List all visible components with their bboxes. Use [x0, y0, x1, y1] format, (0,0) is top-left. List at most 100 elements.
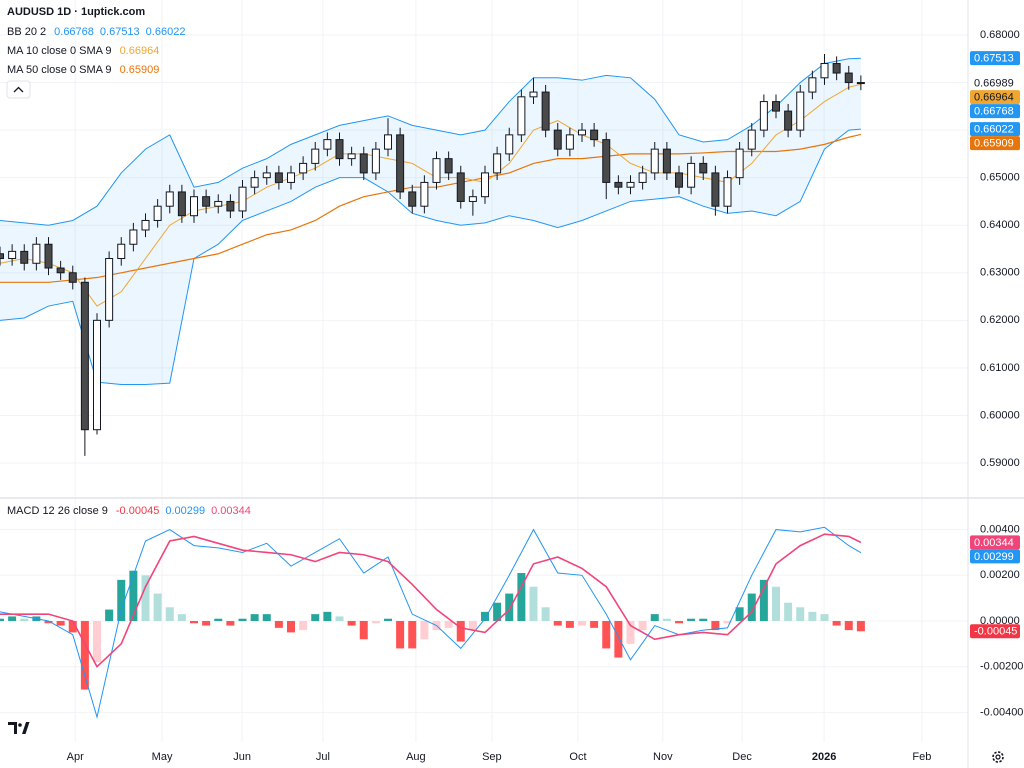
macd-histogram-bar — [711, 620, 720, 631]
candle-body — [68, 272, 77, 283]
x-tick-label: Jun — [233, 751, 251, 763]
macd-histogram-bar — [553, 620, 562, 626]
macd-histogram-bar — [493, 602, 502, 621]
legend-value: 0.00299 — [165, 505, 205, 517]
y-tick-label: 0.00000 — [980, 615, 1020, 627]
gear-inner[interactable] — [995, 754, 1001, 760]
x-tick-label: Apr — [67, 751, 84, 763]
candle-body — [759, 101, 768, 131]
candle-body — [650, 148, 659, 174]
gear-outer[interactable] — [992, 751, 1004, 763]
candle-body — [820, 63, 829, 79]
candle-body — [772, 101, 780, 112]
candle-body — [638, 172, 647, 183]
legend-layer: AUDUSD 1D · 1uptick.com BB 20 2 0.66768 0.… — [7, 6, 251, 517]
macd-histogram-bar — [202, 620, 211, 626]
price-badge-box — [970, 624, 1020, 639]
price-badge-label: 0.66022 — [974, 123, 1014, 135]
candle-body — [662, 148, 671, 174]
candle-body — [153, 205, 162, 221]
collapse-button[interactable] — [6, 80, 31, 99]
legend-name: MACD 12 26 close 9 — [7, 505, 108, 517]
bollinger-fill — [0, 58, 861, 385]
x-tick-label: 2026 — [812, 751, 836, 763]
candle-body — [832, 63, 841, 74]
candle-body — [287, 172, 295, 183]
candle-body — [529, 91, 538, 98]
price-badge: 0.66768 — [970, 104, 1020, 119]
candle-body — [699, 162, 708, 174]
candle-body — [468, 196, 477, 202]
legend-value: 0.66768 — [54, 26, 94, 38]
candle-body — [590, 129, 599, 141]
candle-body — [553, 129, 562, 150]
macd-histogram-bar — [56, 620, 65, 626]
settings-button[interactable] — [992, 751, 1004, 763]
collapse-icon[interactable] — [13, 86, 24, 93]
candle-body — [578, 129, 586, 136]
y-tick-label: 0.60000 — [980, 409, 1020, 421]
macd-histogram-bar — [844, 620, 853, 631]
y-tick-label: 0.61000 — [980, 362, 1020, 374]
candle-body — [481, 172, 489, 198]
candle-body — [56, 267, 65, 274]
signal-line — [0, 533, 862, 669]
candle-body — [8, 250, 17, 260]
candle-body — [420, 181, 429, 207]
macd-histogram-bar — [675, 620, 683, 624]
price-badge-box — [970, 51, 1020, 66]
legend-value: 0.67513 — [100, 26, 140, 38]
candle-body — [541, 91, 550, 131]
macd-histogram-bar — [384, 618, 392, 621]
legend-value: -0.00045 — [116, 505, 159, 517]
logo-part[interactable] — [18, 723, 22, 727]
candle-body — [396, 134, 405, 193]
candle-body — [347, 153, 356, 160]
macd-histogram-bar — [650, 614, 659, 621]
price-badge-label: 0.66964 — [974, 91, 1014, 103]
axes-layer: Apr May Jun Jul Aug Sep Oct Nov Dec 2026 Feb 0.6800… — [67, 29, 1024, 763]
candle-body — [44, 243, 53, 269]
price-badge-box — [970, 122, 1020, 137]
x-tick-label: Dec — [732, 751, 752, 763]
y-tick-label: 0.00200 — [980, 569, 1020, 581]
price-badge-box — [970, 90, 1020, 105]
x-tick-label: Aug — [406, 751, 426, 763]
macd-histogram-bar — [626, 620, 635, 644]
candle-body — [614, 181, 623, 188]
macd-histogram-bar — [262, 614, 271, 621]
x-tick-label: Oct — [569, 751, 586, 763]
collapse-button-frame[interactable] — [6, 80, 31, 99]
legend-value: 0.00344 — [211, 505, 251, 517]
candle-body — [432, 158, 441, 183]
macd-histogram-bar — [541, 607, 550, 621]
candle-body — [602, 139, 611, 183]
macd-histogram-bar — [190, 620, 198, 624]
macd-histogram-bar — [105, 609, 114, 621]
macd-histogram-bar — [287, 620, 295, 633]
candle-body — [856, 82, 865, 85]
logo-part[interactable] — [22, 722, 30, 734]
macd-histogram-bar — [359, 620, 368, 640]
candle-body — [747, 129, 756, 150]
macd-histogram-bar — [226, 620, 235, 626]
logo-part[interactable] — [8, 722, 17, 734]
macd-histogram-bar — [274, 620, 283, 628]
macd-histogram-bar — [565, 620, 574, 628]
macd-histogram-bar — [323, 611, 332, 621]
macd-histogram-bar — [578, 620, 586, 626]
macd-histogram-bar — [468, 620, 477, 631]
candle-body — [408, 191, 417, 207]
price-badge-label: 0.67513 — [974, 53, 1014, 65]
macd-histogram-bar — [335, 616, 344, 621]
price-badge-label: 0.00299 — [974, 551, 1014, 563]
price-badge-label: 0.66989 — [974, 77, 1014, 89]
legend-value: 0.66964 — [120, 45, 160, 57]
macd-histogram-bar — [723, 620, 732, 624]
y-tick-label: 0.64000 — [980, 219, 1020, 231]
candle-body — [262, 172, 271, 179]
macd-histogram-bar — [590, 620, 599, 628]
tv-logo[interactable] — [8, 722, 30, 734]
candle-body — [456, 172, 465, 202]
